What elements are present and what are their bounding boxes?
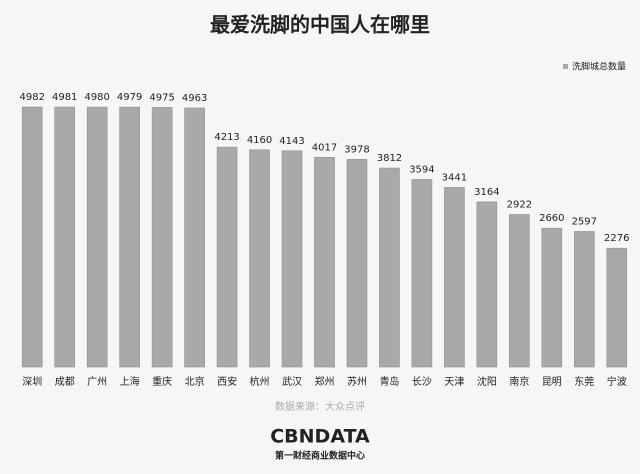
x-tick-label: 东莞 (574, 375, 594, 388)
x-tick-label: 南京 (509, 375, 529, 388)
source: 数据来源：大众点评 (275, 400, 365, 413)
bar (119, 106, 140, 368)
bar (54, 106, 76, 368)
x-tick-label: 苏州 (347, 375, 367, 388)
bar (411, 179, 433, 368)
value-label: 2660 (539, 213, 564, 224)
value-label: 3441 (442, 172, 467, 183)
x-tick-label: 天津 (444, 376, 464, 388)
brand-subtitle: 第一财经商业数据中心 (275, 450, 365, 462)
bar (509, 214, 530, 368)
bar (573, 231, 595, 368)
bar (379, 167, 400, 368)
legend-swatch (563, 64, 568, 69)
value-label: 3812 (377, 153, 402, 164)
x-tick-label: 昆明 (542, 376, 562, 388)
x-tick-label: 上海 (120, 375, 140, 388)
legend-label: 洗脚城总数量 (572, 61, 626, 73)
x-tick-label: 沈阳 (477, 375, 497, 388)
bar (216, 146, 238, 368)
x-tick-label: 长沙 (412, 376, 432, 388)
x-tick-label: 成都 (55, 376, 75, 388)
x-tick-label: 武汉 (282, 375, 302, 388)
bar (346, 159, 368, 368)
bar (184, 107, 205, 368)
x-tick-label: 西安 (217, 375, 237, 388)
value-label: 4963 (182, 93, 207, 104)
value-label: 4017 (312, 142, 337, 153)
value-label: 3594 (409, 164, 434, 175)
value-label: 4981 (52, 92, 77, 103)
bar (476, 201, 498, 368)
brand-name: CBNDATA (270, 426, 370, 448)
bar (444, 187, 465, 368)
value-label: 4982 (20, 92, 45, 103)
x-tick-label: 深圳 (22, 376, 42, 388)
value-label: 4143 (279, 136, 304, 147)
value-label: 4980 (84, 92, 109, 103)
bar (21, 106, 43, 368)
bar (606, 247, 628, 368)
x-tick-label: 青岛 (379, 375, 399, 388)
bar (314, 157, 335, 368)
bar (151, 107, 173, 368)
value-label: 4160 (247, 135, 272, 146)
x-tick-label: 郑州 (315, 375, 335, 388)
value-label: 3164 (474, 187, 499, 198)
bar (281, 150, 303, 368)
value-label: 4975 (149, 92, 174, 103)
x-tick-label: 北京 (185, 375, 205, 388)
value-label: 2597 (572, 216, 597, 227)
bar (541, 227, 563, 368)
x-tick-label: 宁波 (607, 375, 627, 388)
value-label: 4213 (214, 132, 239, 143)
value-label: 2276 (604, 233, 629, 244)
bar (249, 149, 270, 368)
value-label: 3978 (344, 144, 369, 155)
x-tick-label: 杭州 (250, 375, 270, 388)
value-label: 4979 (117, 92, 142, 103)
x-tick-label: 重庆 (152, 375, 172, 388)
bar (86, 106, 108, 368)
chart-title: 最爱洗脚的中国人在哪里 (210, 13, 430, 37)
x-tick-label: 广州 (87, 376, 107, 388)
value-label: 2922 (507, 200, 532, 211)
